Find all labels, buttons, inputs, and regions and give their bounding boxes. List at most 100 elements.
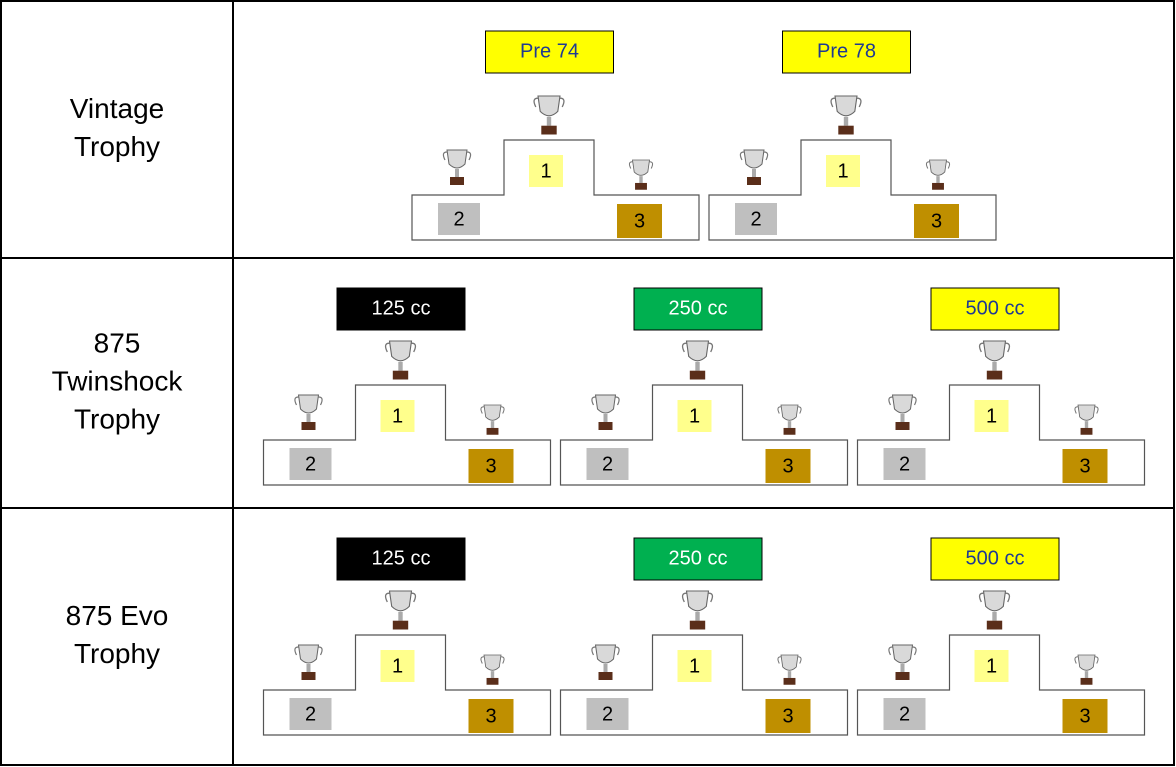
place-box bbox=[1062, 449, 1108, 483]
trophy-cup bbox=[743, 149, 765, 169]
place-box bbox=[586, 448, 629, 480]
trophy-icon bbox=[739, 149, 769, 185]
trophy-handles bbox=[384, 342, 417, 353]
trophy-stem bbox=[992, 611, 997, 621]
trophy-stem bbox=[695, 611, 700, 621]
place-box bbox=[677, 650, 712, 682]
trophy-base bbox=[486, 427, 499, 435]
place-number: 2 bbox=[305, 453, 316, 475]
trophy-cup bbox=[594, 644, 617, 664]
place-box bbox=[529, 155, 563, 187]
place-number: 1 bbox=[689, 655, 700, 677]
trophy-handles bbox=[830, 97, 862, 108]
trophy-stem bbox=[1084, 671, 1089, 678]
trophy-cup bbox=[388, 340, 413, 362]
class-label: 250 cc bbox=[669, 547, 728, 569]
trophy-handles bbox=[591, 646, 620, 656]
trophy-icon bbox=[533, 95, 565, 135]
place-box bbox=[468, 449, 514, 483]
trophy-cup bbox=[388, 590, 413, 612]
trophy-handles bbox=[978, 592, 1011, 603]
trophy-cup bbox=[537, 95, 561, 117]
trophy-cup bbox=[891, 644, 914, 664]
place-number: 3 bbox=[782, 455, 793, 477]
trophy-handles bbox=[777, 656, 802, 664]
trophy-cup bbox=[780, 404, 799, 421]
trophy-icon bbox=[830, 95, 862, 135]
trophy-stem bbox=[752, 169, 756, 177]
class-label: 125 cc bbox=[372, 297, 431, 319]
trophy-handles bbox=[777, 406, 802, 414]
trophy-handles bbox=[442, 151, 472, 161]
trophy-stem bbox=[603, 414, 608, 422]
class-badge bbox=[336, 537, 466, 581]
trophy-stem bbox=[603, 664, 608, 672]
place-box bbox=[883, 698, 926, 730]
row-label: 875 bbox=[94, 327, 141, 358]
class-badge bbox=[930, 287, 1060, 331]
trophy-handles bbox=[681, 592, 714, 603]
trophy-base bbox=[986, 620, 1003, 630]
trophy-stem bbox=[490, 421, 495, 428]
trophy-base bbox=[486, 677, 499, 685]
trophy-handles bbox=[294, 646, 323, 656]
trophy-stem bbox=[992, 361, 997, 371]
trophy-icon bbox=[294, 394, 323, 430]
trophy-icon bbox=[384, 340, 417, 380]
trophy-cup bbox=[297, 394, 320, 414]
trophy-cup bbox=[685, 340, 710, 362]
trophy-stem bbox=[455, 169, 459, 177]
trophy-cup bbox=[446, 149, 468, 169]
trophy-icon bbox=[294, 644, 323, 680]
place-number: 3 bbox=[1079, 705, 1090, 727]
trophy-base bbox=[598, 422, 613, 430]
place-box bbox=[974, 400, 1009, 432]
place-box bbox=[826, 155, 860, 187]
trophy-cup bbox=[1077, 654, 1096, 671]
trophy-icon bbox=[480, 654, 505, 685]
trophy-stem bbox=[1084, 421, 1089, 428]
place-number: 3 bbox=[485, 455, 496, 477]
place-box bbox=[1062, 699, 1108, 733]
trophy-base bbox=[392, 620, 409, 630]
place-number: 1 bbox=[689, 405, 700, 427]
place-number: 2 bbox=[305, 703, 316, 725]
trophy-cup bbox=[632, 159, 650, 176]
trophy-handles bbox=[1074, 406, 1099, 414]
place-number: 1 bbox=[837, 160, 848, 182]
place-box bbox=[735, 203, 777, 235]
place-box bbox=[380, 400, 415, 432]
place-number: 2 bbox=[602, 703, 613, 725]
trophy-base bbox=[986, 370, 1003, 380]
place-number: 2 bbox=[899, 453, 910, 475]
trophy-base bbox=[598, 672, 613, 680]
trophy-icon bbox=[777, 404, 802, 435]
trophy-cup bbox=[982, 340, 1007, 362]
class-badge bbox=[633, 537, 763, 581]
trophy-base bbox=[301, 672, 316, 680]
trophy-stem bbox=[787, 671, 792, 678]
trophy-icon bbox=[480, 404, 505, 435]
trophy-icon bbox=[888, 394, 917, 430]
trophy-handles bbox=[294, 396, 323, 406]
class-badge bbox=[633, 287, 763, 331]
trophy-base bbox=[392, 370, 409, 380]
trophy-cup bbox=[929, 159, 947, 176]
row-label: Vintage bbox=[70, 93, 164, 124]
trophy-icon bbox=[681, 590, 714, 630]
place-box bbox=[380, 650, 415, 682]
trophy-handles bbox=[888, 396, 917, 406]
trophy-base bbox=[895, 672, 910, 680]
place-number: 3 bbox=[931, 210, 942, 232]
trophy-cup bbox=[594, 394, 617, 414]
trophy-base bbox=[301, 422, 316, 430]
place-number: 1 bbox=[540, 160, 551, 182]
trophy-stem bbox=[306, 664, 311, 672]
trophy-icon bbox=[777, 654, 802, 685]
trophy-cup bbox=[780, 654, 799, 671]
place-number: 2 bbox=[750, 208, 761, 230]
place-number: 1 bbox=[986, 655, 997, 677]
place-number: 1 bbox=[986, 405, 997, 427]
